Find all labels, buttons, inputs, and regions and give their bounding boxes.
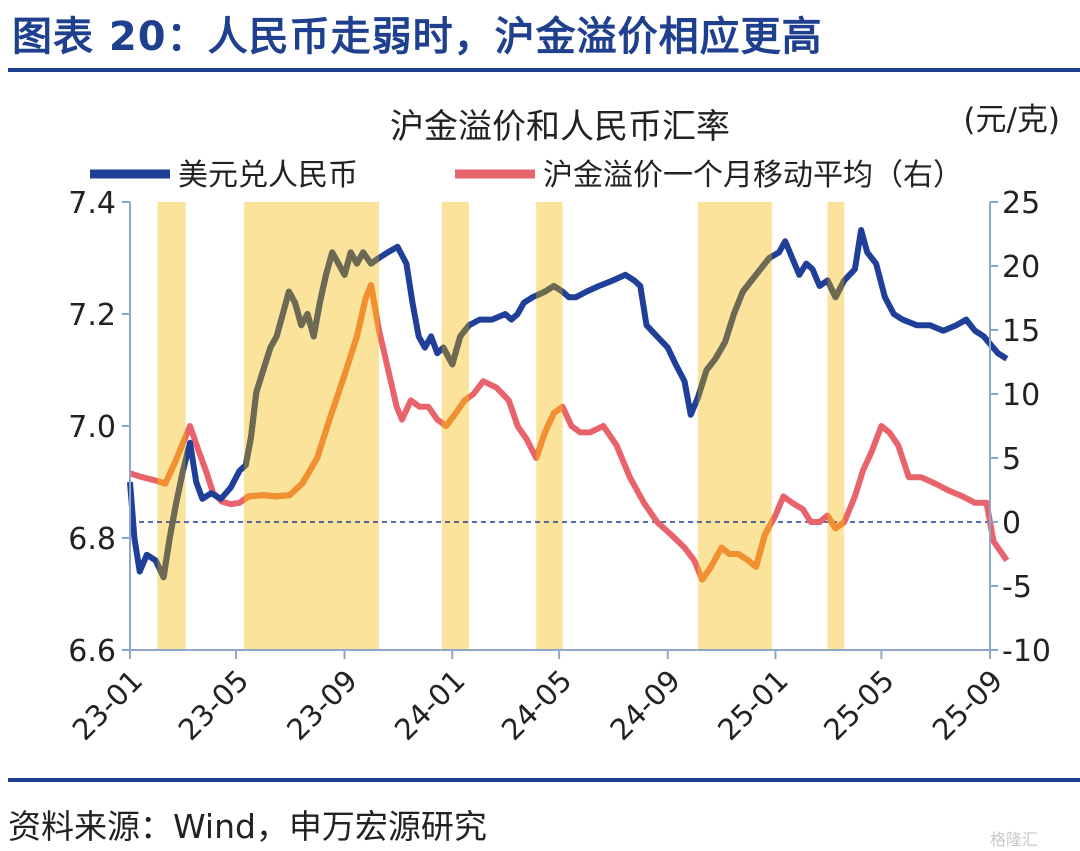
legend-label-premium: 沪金溢价一个月移动平均（右） <box>543 158 963 193</box>
footer-rule <box>8 778 1080 782</box>
shaded-period-2 <box>243 202 379 650</box>
x-tick-label: 24-05 <box>495 663 579 747</box>
shaded-period-6 <box>827 202 845 650</box>
right-tick-label: -5 <box>1002 570 1032 605</box>
right-tick-label: 0 <box>1002 506 1021 541</box>
series-lines <box>127 227 1010 583</box>
x-tick-label: 23-01 <box>66 663 150 747</box>
x-tick-label: 23-05 <box>172 663 256 747</box>
x-tick-label: 25-01 <box>711 663 795 747</box>
right-tick-label: 10 <box>1002 378 1040 413</box>
right-tick-label: 25 <box>1002 186 1040 221</box>
right-tick-label: 20 <box>1002 250 1040 285</box>
shaded-period-1 <box>157 202 186 650</box>
left-tick-label: 7.4 <box>68 186 116 221</box>
x-tick-label: 24-01 <box>388 663 472 747</box>
right-tick-label: -10 <box>1002 634 1051 669</box>
chart: 6.6 6.8 7.0 7.2 7.4 -10 -5 0 5 10 15 20 25 23-01 23-05… <box>66 102 1060 747</box>
shaded-periods <box>157 202 845 650</box>
left-tick-label: 6.6 <box>68 634 116 669</box>
right-tick-label: 5 <box>1002 442 1021 477</box>
legend-label-usdcny: 美元兑人民币 <box>178 158 358 193</box>
series-premium-line-shaded <box>157 282 845 583</box>
source-note: 资料来源：Wind，申万宏源研究 <box>8 807 487 846</box>
title-rule <box>8 68 1080 72</box>
chart-title: 沪金溢价和人民币汇率 <box>390 107 730 147</box>
right-tick-label: 15 <box>1002 314 1040 349</box>
x-tick-label: 25-05 <box>817 663 901 747</box>
x-tick-label: 23-09 <box>280 663 364 747</box>
left-tick-label: 7.0 <box>68 410 116 445</box>
watermark-text: 格隆汇 <box>990 830 1039 849</box>
legend: 美元兑人民币 沪金溢价一个月移动平均（右） <box>90 158 963 193</box>
x-tick-label: 24-09 <box>603 663 687 747</box>
figure-title: 图表 20：人民币走弱时，沪金溢价相应更高 <box>12 14 823 60</box>
axes <box>122 201 998 659</box>
left-tick-label: 6.8 <box>68 522 116 557</box>
right-axis-unit: (元/克) <box>963 102 1060 138</box>
left-tick-label: 7.2 <box>68 298 116 333</box>
x-tick-label: 25-09 <box>926 663 1010 747</box>
shaded-period-5 <box>697 202 772 650</box>
